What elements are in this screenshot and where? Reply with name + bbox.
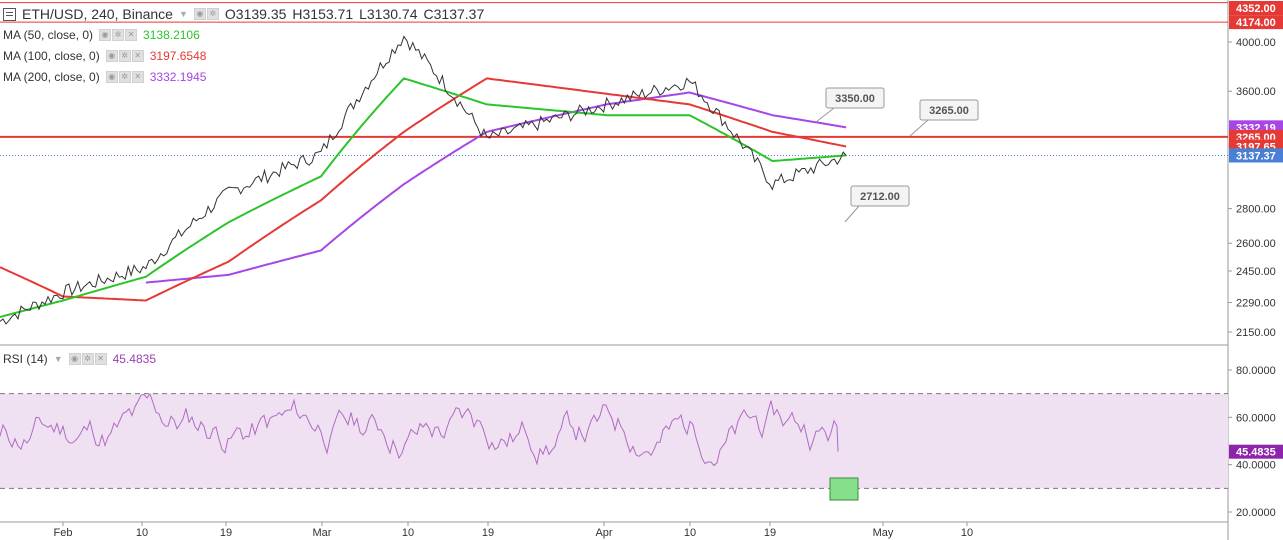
callout-box-0: [825, 87, 885, 109]
settings-icon: ✲: [118, 50, 131, 62]
callout-pointer-2: [844, 205, 860, 223]
price-tag-1: [1229, 15, 1283, 30]
time-tick-label: 19: [220, 527, 232, 539]
series-ma200: [145, 91, 847, 284]
price-tag-0: [1229, 1, 1283, 15]
rsi-value: 45.4835: [112, 352, 156, 366]
rsi-tick-label: 60.0000: [1236, 412, 1276, 424]
ma50-value: 3138.2106: [143, 28, 200, 42]
time-tick-label: May: [873, 527, 894, 539]
settings-icon: ✲: [206, 8, 219, 20]
callout-pointer-0: [815, 107, 835, 123]
ma100-value: 3197.6548: [149, 49, 207, 63]
time-tick-label: 19: [764, 527, 776, 539]
close-icon: ✕: [94, 353, 107, 365]
price-tick-label: 2600.00: [1236, 238, 1276, 250]
price-tag-label: 3137.37: [1236, 150, 1276, 162]
time-tick-label: 10: [684, 527, 696, 539]
callout-box-1: [919, 99, 979, 121]
price-tick-label: 2800.00: [1236, 204, 1276, 216]
ohlc-low: L3130.74: [359, 6, 418, 22]
symbol-title: ETH/USD, 240, Binance: [22, 6, 173, 22]
time-tick-label: Feb: [54, 527, 73, 539]
callout-label-0: 3350.00: [835, 93, 875, 105]
time-tick-label: 10: [961, 527, 973, 539]
price-tag-label: 4174.00: [1236, 17, 1276, 29]
series-ma50: [0, 77, 847, 318]
close-icon: ✕: [131, 50, 144, 62]
visibility-icon: ◉: [68, 353, 81, 365]
rsi-tick-label: 80.0000: [1236, 365, 1276, 377]
callout-pointer-1: [909, 119, 929, 137]
chevron-down-icon[interactable]: ▼: [178, 9, 188, 19]
series-ethusd: [0, 35, 847, 325]
callout-label-2: 2712.00: [860, 191, 900, 203]
symbol-controls[interactable]: ◉ ✲: [193, 8, 219, 20]
visibility-icon: ◉: [105, 71, 118, 83]
ma200-value: 3332.1945: [149, 70, 207, 84]
symbol-icon[interactable]: [3, 7, 16, 21]
ma100-label: MA (100, close, 0): [3, 49, 100, 63]
rsi-tag-label: 45.4835: [1236, 447, 1276, 459]
time-tick-label: 19: [482, 527, 494, 539]
ma50-controls[interactable]: ◉ ✲ ✕: [99, 29, 138, 41]
close-icon: ✕: [131, 71, 144, 83]
time-tick-label: 10: [402, 527, 414, 539]
ma200-legend: MA (200, close, 0) ◉ ✲ ✕ 3332.1945: [3, 70, 206, 84]
symbol-legend: ETH/USD, 240, Binance ▼ ◉ ✲ O3139.35 H315…: [3, 6, 484, 22]
settings-icon: ✲: [118, 71, 131, 83]
price-tick-label: 4000.00: [1236, 37, 1276, 49]
price-tag-6: [1229, 148, 1283, 163]
ma50-legend: MA (50, close, 0) ◉ ✲ ✕ 3138.2106: [3, 28, 200, 42]
time-tick-label: 10: [136, 527, 148, 539]
time-tick-label: Apr: [595, 527, 612, 539]
rsi-label: RSI (14): [3, 352, 48, 366]
ohlc-close: C3137.37: [423, 6, 485, 22]
ma100-legend: MA (100, close, 0) ◉ ✲ ✕ 3197.6548: [3, 49, 206, 63]
ohlc-open: O3139.35: [224, 6, 287, 22]
rsi-controls[interactable]: ◉ ✲ ✕: [68, 353, 107, 365]
chevron-down-icon[interactable]: ▼: [53, 354, 63, 364]
price-tick-label: 2290.00: [1236, 298, 1276, 310]
ma200-label: MA (200, close, 0): [3, 70, 100, 84]
rsi-value-tag: [1229, 444, 1283, 459]
series-ma100: [0, 77, 847, 302]
settings-icon: ✲: [112, 29, 125, 41]
ma50-label: MA (50, close, 0): [3, 28, 94, 42]
visibility-icon: ◉: [105, 50, 118, 62]
price-tick-label: 3600.00: [1236, 86, 1276, 98]
rsi-marker-box: [829, 477, 859, 501]
price-tag-label: 4352.00: [1236, 3, 1276, 15]
rsi-band: [0, 393, 1228, 489]
callout-box-2: [850, 185, 910, 207]
time-tick-label: Mar: [313, 527, 332, 539]
settings-icon: ✲: [81, 353, 94, 365]
rsi-tick-label: 20.0000: [1236, 507, 1276, 519]
visibility-icon: ◉: [193, 8, 206, 20]
ma100-controls[interactable]: ◉ ✲ ✕: [105, 50, 144, 62]
rsi-legend: RSI (14) ▼ ◉ ✲ ✕ 45.4835: [3, 352, 156, 366]
price-tick-label: 2450.00: [1236, 266, 1276, 278]
rsi-line: [0, 392, 839, 467]
rsi-tick-label: 40.0000: [1236, 460, 1276, 472]
close-icon: ✕: [125, 29, 138, 41]
ma200-controls[interactable]: ◉ ✲ ✕: [105, 71, 144, 83]
ohlc-high: H3153.71: [292, 6, 354, 22]
callout-label-1: 3265.00: [929, 105, 969, 117]
price-tick-label: 2150.00: [1236, 327, 1276, 339]
visibility-icon: ◉: [99, 29, 112, 41]
